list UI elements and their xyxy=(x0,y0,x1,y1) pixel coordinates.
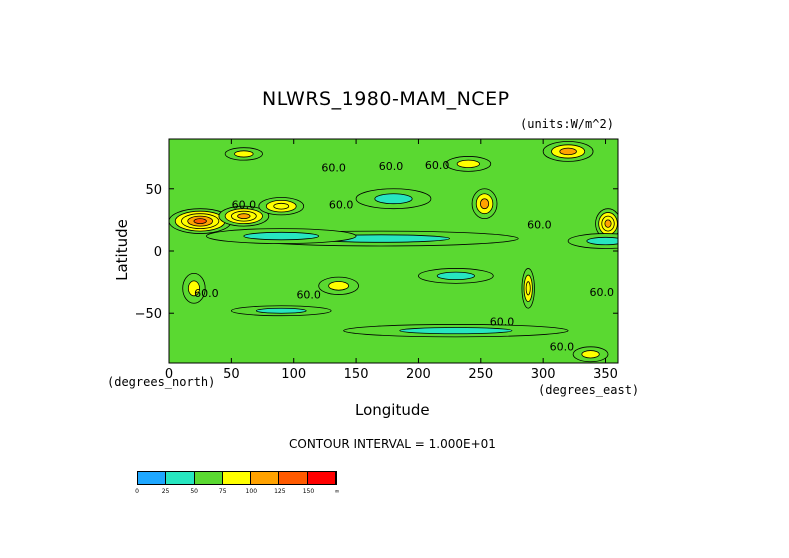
colorbar-swatch xyxy=(166,472,195,484)
x-tick-label: 100 xyxy=(281,367,306,382)
x-axis-title: Longitude xyxy=(355,401,430,419)
contour-label: 60.0 xyxy=(194,287,219,300)
contour-interval: CONTOUR INTERVAL = 1.000E+01 xyxy=(289,437,496,451)
x-tick-label: 250 xyxy=(468,367,493,382)
colorbar-swatch xyxy=(279,472,308,484)
contour-label: 60.0 xyxy=(296,288,321,301)
contour-band xyxy=(193,218,207,225)
contour-label: 60.0 xyxy=(590,286,615,299)
colorbar-tick-label: 150 xyxy=(302,488,315,495)
contour-band xyxy=(273,202,290,210)
heatmap-feature xyxy=(521,268,535,309)
contour-label: 60.0 xyxy=(527,219,552,232)
chart-title: NLWRS_1980-MAM_NCEP xyxy=(262,88,510,110)
heatmap-feature xyxy=(355,188,432,210)
y-tick-label: 50 xyxy=(145,183,162,198)
colorbar-swatch xyxy=(222,472,252,484)
contour-band xyxy=(255,307,307,314)
contour-band xyxy=(436,271,475,281)
heatmap-feature xyxy=(318,276,359,295)
x-tick-label: 150 xyxy=(344,367,369,382)
contour-band xyxy=(234,150,254,158)
colorbar-tick-label: 25 xyxy=(161,488,170,495)
colorbar-tick-label: 0 xyxy=(135,488,139,495)
contour-label: 60.0 xyxy=(232,199,257,212)
heatmap-feature xyxy=(445,156,492,172)
colorbar-tick-label: ∞ xyxy=(334,488,340,495)
heatmap-feature xyxy=(567,233,618,249)
y-tick-label: 0 xyxy=(154,245,162,260)
x-unit-label: (degrees_east) xyxy=(538,383,640,397)
y-unit-label: (degrees_north) xyxy=(107,375,216,389)
contour-band xyxy=(525,281,531,296)
heatmap-feature xyxy=(343,324,569,338)
contour-band xyxy=(243,231,320,241)
contour-label: 60.0 xyxy=(425,159,450,172)
contour-label: 60.0 xyxy=(321,161,346,174)
contour-band xyxy=(581,350,600,359)
contour-band xyxy=(374,193,413,205)
contour-band xyxy=(559,147,577,156)
contour-band xyxy=(479,198,490,210)
units-label: (units:W/m^2) xyxy=(520,117,614,131)
colorbar-swatch xyxy=(194,472,223,484)
contour-band xyxy=(456,159,480,169)
contour-band xyxy=(399,327,513,335)
contour-label: 60.0 xyxy=(550,341,575,354)
colorbar-tick-label: 75 xyxy=(218,488,227,495)
heatmap-feature xyxy=(182,273,206,304)
contour-band xyxy=(328,281,349,291)
colorbar-swatch xyxy=(251,472,280,484)
x-tick-label: 50 xyxy=(223,367,240,382)
x-tick-label: 0 xyxy=(165,367,173,382)
heatmap-feature xyxy=(206,228,357,244)
colorbar-swatch xyxy=(138,472,167,484)
x-tick-label: 200 xyxy=(406,367,431,382)
heatmap-feature xyxy=(218,205,270,227)
heatmap-feature xyxy=(418,268,494,284)
colorbar xyxy=(137,471,337,485)
colorbar-tick-label: 50 xyxy=(190,488,198,495)
heatmap-feature xyxy=(258,197,305,216)
contour-band xyxy=(237,213,251,220)
contour-label: 60.0 xyxy=(329,199,354,212)
contour-band xyxy=(187,280,200,297)
heatmap-feature xyxy=(230,305,332,317)
contour-band xyxy=(586,236,618,246)
heatmap-feature xyxy=(471,188,498,220)
y-axis-title: Latitude xyxy=(113,219,131,281)
colorbar-swatch xyxy=(307,472,336,484)
x-tick-label: 350 xyxy=(593,367,618,382)
contour-label: 60.0 xyxy=(379,160,404,173)
colorbar-tick-label: 125 xyxy=(274,488,286,495)
x-tick-label: 300 xyxy=(531,367,556,382)
contour-label: 60.0 xyxy=(490,316,515,329)
colorbar-ticks: 0 25 50 75 100 125 150 ∞ xyxy=(135,488,340,498)
contour-band xyxy=(604,219,612,228)
colorbar-tick-label: 100 xyxy=(245,488,258,495)
heatmap-feature xyxy=(542,141,594,162)
heatmap-feature xyxy=(572,346,609,363)
y-tick-label: −50 xyxy=(135,307,162,322)
heatmap-feature xyxy=(224,147,263,161)
